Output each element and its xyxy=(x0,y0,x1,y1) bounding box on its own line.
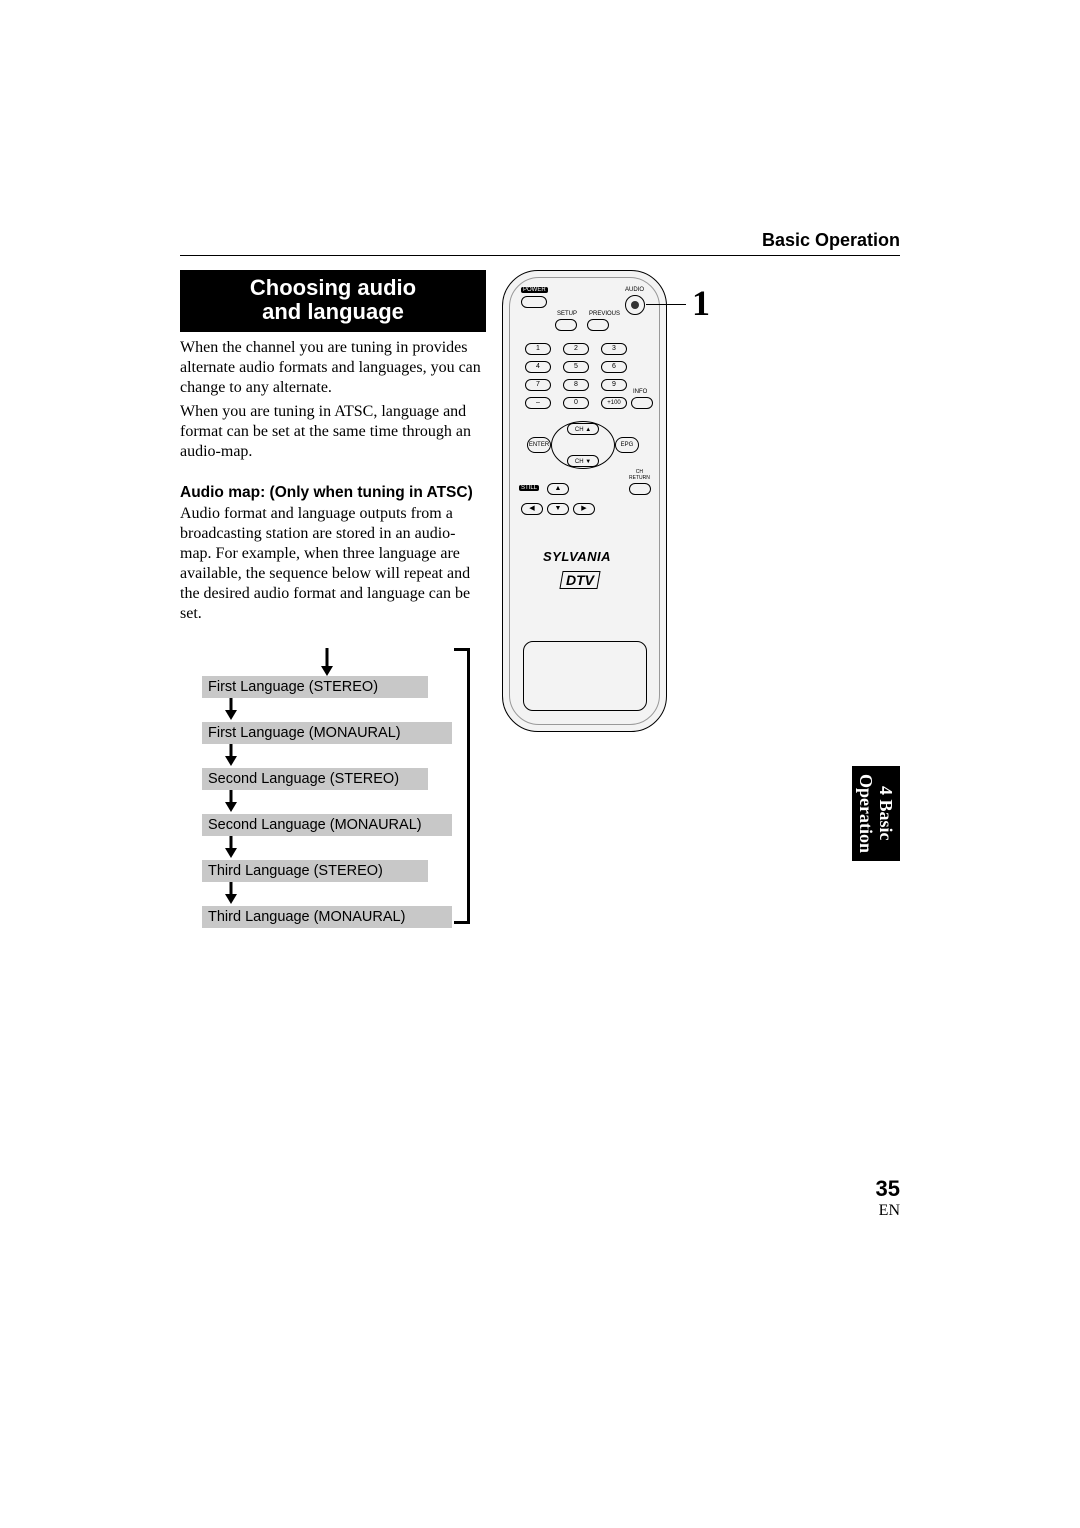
numpad-button: 7 xyxy=(525,379,551,391)
numpad-button: – xyxy=(525,397,551,409)
audio-map-paragraph: Audio format and language outputs from a… xyxy=(180,504,486,624)
chapter-tab-line2: Operation xyxy=(856,774,876,853)
numpad-button: +100 xyxy=(601,397,627,409)
remote-illustration: POWER AUDIO SETUP PREVIOUS 1 2 3 4 5 6 7 xyxy=(502,270,684,736)
callout-line xyxy=(646,304,686,305)
remote-body: POWER AUDIO SETUP PREVIOUS 1 2 3 4 5 6 7 xyxy=(502,270,667,732)
intro-paragraph-2: When you are tuning in ATSC, language an… xyxy=(180,402,486,462)
loop-entry-arrow-icon xyxy=(318,648,336,676)
page-footer: 35 EN xyxy=(876,1176,900,1220)
arrow-left-button: ◀ xyxy=(521,503,543,515)
page-number: 35 xyxy=(876,1176,900,1202)
enter-button: ENTER xyxy=(527,437,551,453)
setup-button xyxy=(555,319,577,331)
power-button xyxy=(521,296,547,308)
numpad-button: 4 xyxy=(525,361,551,373)
flow-diagram: First Language (STEREO) First Language (… xyxy=(202,676,468,928)
down-arrow-icon xyxy=(202,882,468,906)
numpad-button: 3 xyxy=(601,343,627,355)
title-line1: Choosing audio xyxy=(184,276,482,300)
audio-label: AUDIO xyxy=(625,287,644,293)
flow-step: First Language (MONAURAL) xyxy=(202,722,452,744)
down-arrow-icon xyxy=(202,744,468,768)
loop-line xyxy=(454,648,470,924)
ch-down-button: CH ▼ xyxy=(567,455,599,467)
two-column-layout: Choosing audio and language When the cha… xyxy=(180,270,900,928)
setup-label: SETUP xyxy=(557,311,577,317)
ch-return-label: CH RETURN xyxy=(629,469,650,481)
flow-step: Third Language (MONAURAL) xyxy=(202,906,452,928)
arrow-up-button: ▲ xyxy=(547,483,569,495)
ch-up-button: CH ▲ xyxy=(567,423,599,435)
numpad-button: 6 xyxy=(601,361,627,373)
numpad-button: 0 xyxy=(563,397,589,409)
previous-button xyxy=(587,319,609,331)
flow-step: First Language (STEREO) xyxy=(202,676,428,698)
language-code: EN xyxy=(876,1202,900,1220)
page: Basic Operation Choosing audio and langu… xyxy=(180,230,900,928)
flow-step: Third Language (STEREO) xyxy=(202,860,428,882)
audio-button xyxy=(625,295,645,315)
still-label: STILL xyxy=(519,485,539,491)
callout-number: 1 xyxy=(692,282,710,324)
audio-map-heading: Audio map: (Only when tuning in ATSC) xyxy=(180,484,486,502)
numpad-button: 2 xyxy=(563,343,589,355)
arrow-right-button: ▶ xyxy=(573,503,595,515)
info-button xyxy=(631,397,653,409)
flow-step: Second Language (MONAURAL) xyxy=(202,814,452,836)
numpad-button: 9 xyxy=(601,379,627,391)
down-arrow-icon xyxy=(202,790,468,814)
flow-step: Second Language (STEREO) xyxy=(202,768,428,790)
dtv-logo: DTV xyxy=(559,571,600,589)
down-arrow-icon xyxy=(202,836,468,860)
right-column: POWER AUDIO SETUP PREVIOUS 1 2 3 4 5 6 7 xyxy=(502,270,892,736)
numpad-button: 8 xyxy=(563,379,589,391)
ch-return-button xyxy=(629,483,651,495)
numpad-button: 1 xyxy=(525,343,551,355)
arrow-down-button: ▼ xyxy=(547,503,569,515)
section-header: Basic Operation xyxy=(180,230,900,256)
brand-label: SYLVANIA xyxy=(543,549,611,564)
chapter-tab: 4 Basic Operation xyxy=(852,766,900,861)
left-column: Choosing audio and language When the cha… xyxy=(180,270,486,928)
power-label: POWER xyxy=(521,287,548,293)
chapter-tab-line1: 4 Basic xyxy=(876,786,896,841)
dtv-text: DTV xyxy=(566,572,594,588)
numpad-button: 5 xyxy=(563,361,589,373)
feature-title: Choosing audio and language xyxy=(180,270,486,332)
epg-button: EPG xyxy=(615,437,639,453)
intro-paragraph-1: When the channel you are tuning in provi… xyxy=(180,338,486,398)
down-arrow-icon xyxy=(202,698,468,722)
remote-blank-panel xyxy=(523,641,647,711)
previous-label: PREVIOUS xyxy=(589,311,620,317)
title-line2: and language xyxy=(184,300,482,324)
info-label: INFO xyxy=(633,389,647,395)
